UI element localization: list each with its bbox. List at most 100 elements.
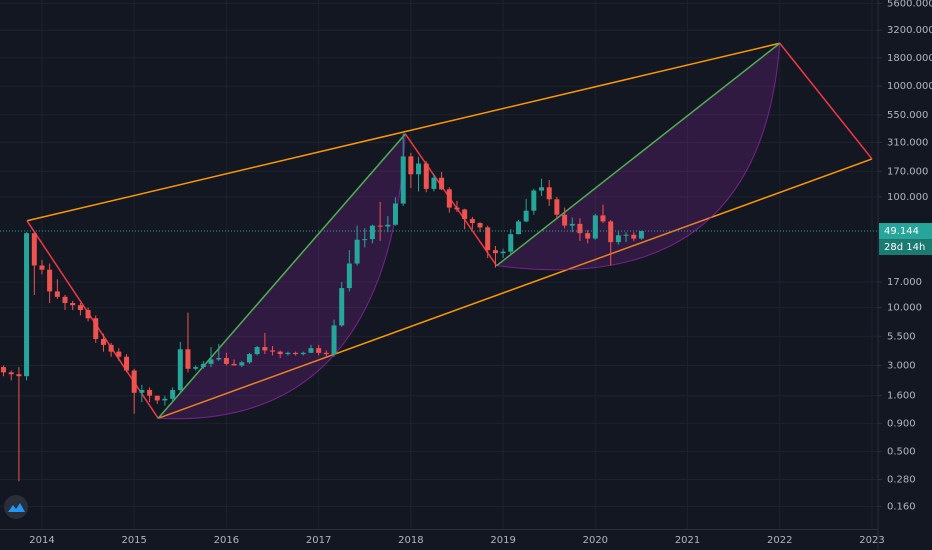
candle-body [270,350,276,352]
candle-body [185,349,191,369]
y-tick-label: 1000.000 [887,81,932,92]
candle-body [400,156,406,204]
candle-body [554,199,560,215]
candle-body [47,269,53,292]
trend-line [26,42,780,222]
candle-layer [0,133,878,482]
countdown-box [879,239,932,256]
y-tick-label: 1.600 [887,391,916,402]
logo[interactable] [4,495,28,519]
y-tick-label: 5.500 [887,331,916,342]
candle-body [193,367,199,369]
candle-body [369,225,375,240]
candle-body [508,234,514,252]
y-tick-label: 550.000 [887,110,928,121]
candle-body [492,250,498,254]
candle-body [362,239,368,241]
candle-body [592,215,598,239]
candle-body [354,239,360,264]
y-tick-label: 100.000 [887,192,928,203]
candle-body [246,354,252,363]
candle-body [162,398,168,401]
candle-body [577,223,583,234]
last-price-box [879,223,932,240]
candle-body [638,231,644,239]
logo-icon[interactable] [8,503,25,512]
candle-body [439,177,445,190]
x-tick-label: 2020 [583,535,608,546]
y-tick-label: 0.500 [887,447,916,458]
arc-region [495,42,781,271]
candle-body [392,203,398,225]
y-tick-label: 17.000 [887,277,922,288]
trend-line [779,42,873,160]
candle-body [293,352,299,355]
y-tick-label: 310.000 [887,137,928,148]
logo-circle[interactable] [4,495,28,519]
x-tick-label: 2022 [767,535,792,546]
candle-body [531,190,537,211]
price-axis [878,0,932,550]
candle-body [16,374,22,377]
candle-body [277,351,283,355]
drawing-layer [26,42,873,420]
candle-body [139,390,145,393]
candle-body [323,352,329,355]
candle-body [462,209,468,220]
candle-body [262,347,268,351]
candle-body [100,339,106,345]
candle-body [231,363,237,366]
y-tick-label: 3.000 [887,360,916,371]
candle-body [62,296,68,303]
candle-body [254,347,260,355]
candle-body [416,163,422,175]
candle-body [285,352,291,355]
y-tick-label: 3200.000 [887,25,932,36]
candle-body [147,390,153,396]
x-tick-label: 2015 [121,535,146,546]
candle-body [631,234,637,239]
trend-line [157,133,406,419]
candle-body [85,310,91,319]
candle-body [339,288,345,326]
candle-body [124,356,130,371]
candle-body [469,219,475,224]
candle-body [216,358,222,360]
y-tick-label: 0.900 [887,418,916,429]
candle-body [8,372,14,375]
candle-body [346,263,352,289]
candle-body [31,233,37,266]
axis-layer: 5600.000 3200.000 1800.000 1000.000 550.000 3… [29,0,932,546]
last-price-label: 49.144 [884,226,919,237]
candle-body [569,223,575,226]
y-tick-label: 170.000 [887,166,928,177]
candle-body [446,189,452,208]
y-tick-label: 0.280 [887,474,916,485]
x-tick-label: 2016 [214,535,239,546]
trend-line [496,42,781,267]
candle-body [515,221,521,235]
y-tick-label: 10.000 [887,303,922,314]
candle-body [93,318,99,340]
candle-body [562,214,568,226]
candle-body [608,221,614,243]
candle-body [300,352,306,355]
candle-body [331,325,337,355]
candle-body [39,265,45,270]
candle-body [423,163,429,189]
candle-body [377,225,383,227]
x-tick-label: 2017 [306,535,331,546]
candle-body [54,291,60,297]
candle-body [308,348,314,353]
candle-body [131,370,137,393]
candle-body [154,395,160,401]
y-tick-label: 5600.000 [887,0,932,9]
candle-body [600,215,606,222]
candle-body [454,207,460,210]
y-tick-label: 1800.000 [887,53,932,64]
candle-body [24,233,30,377]
candle-body [539,187,545,191]
